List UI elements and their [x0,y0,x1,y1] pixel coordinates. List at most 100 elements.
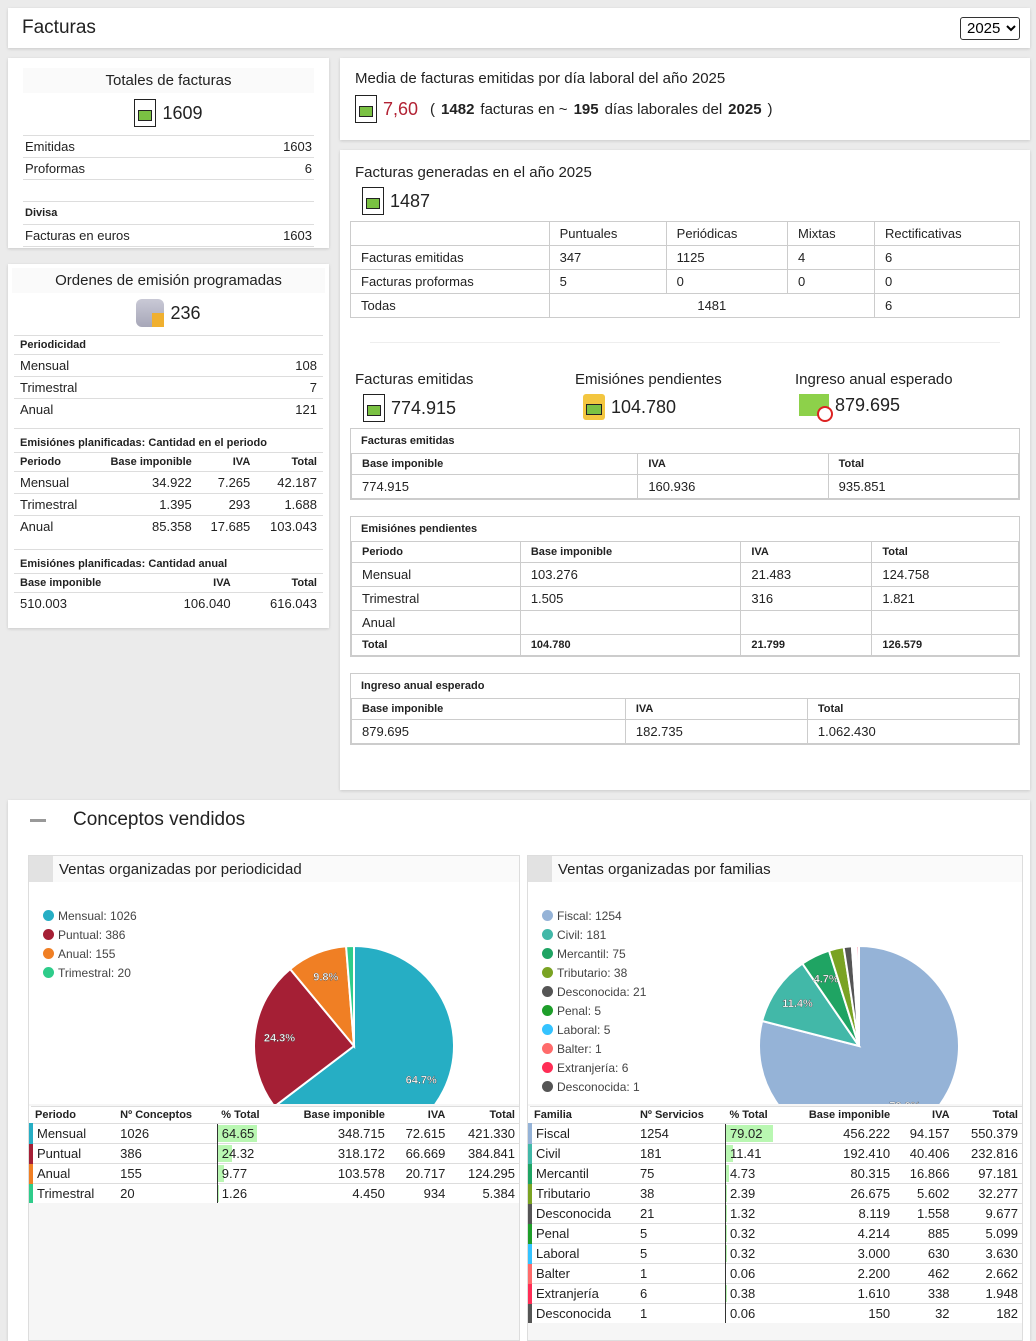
robot-icon [136,299,165,327]
col-header: IVA [388,1106,450,1124]
cell: 104.780 [519,634,742,656]
legend-dot-icon [542,1005,553,1016]
periodicidad-panel: Ventas organizadas por periodicidad Mens… [28,855,520,1341]
cell: 124.295 [449,1163,519,1184]
cell: 1.558 [894,1203,954,1224]
cell: Tributario [528,1183,636,1204]
legend-label: Mensual: 1026 [58,908,137,923]
col-header: Nº Servicios [635,1106,726,1124]
cell: 103.276 [519,562,742,587]
legend-dot-icon [43,929,54,940]
legend-label: Laboral: 5 [557,1022,611,1037]
legend-label: Balter: 1 [557,1041,602,1056]
cell: Mensual [14,471,93,494]
legend-item[interactable]: Extranjería: 6 [542,1058,646,1077]
pct-bar [725,1125,774,1142]
box-caption: Ingreso anual esperado [361,680,485,692]
legend-dot-icon [542,1062,553,1073]
cell: 1125 [665,245,789,270]
divider [370,342,1000,343]
col-header: Periodo [351,541,521,563]
cell: 5.384 [449,1183,519,1203]
table-row: Civil 181 11.41 192.410 40.406 232.816 [528,1143,1022,1164]
cell: 150 [783,1303,895,1323]
legend-dot-icon [542,929,553,940]
cell: 1.062.430 [806,719,1020,744]
row-label: Trimestral [14,376,222,399]
legend-item[interactable]: Civil: 181 [542,925,646,944]
col-header: % Total [725,1106,784,1124]
table-row: Trimestral 20 1.26 4.450 934 5.384 [28,1183,519,1203]
col-header: Familia [530,1106,636,1124]
table-row: Mercantil 75 4.73 80.315 16.866 97.181 [528,1163,1022,1184]
col-header: Base imponible [783,1106,895,1124]
legend-item[interactable]: Balter: 1 [542,1039,646,1058]
table-row: Facturas emitidas 347 1125 4 6 [350,245,1020,270]
legend-item[interactable]: Tributario: 38 [542,963,646,982]
legend-item[interactable]: Puntual: 386 [43,925,137,944]
cell: 1 [635,1263,726,1284]
plan-table: Emisiónes planificadas: Cantidad en el p… [14,428,323,537]
familias-panel: Ventas organizadas por familias Fiscal: … [527,855,1023,1341]
cell: 5 [548,269,667,294]
cell [519,610,742,635]
cell: 6 [874,293,1020,318]
collapse-icon[interactable] [30,819,46,822]
pie-slice-fiscal[interactable] [758,944,960,1104]
legend-item[interactable]: Mercantil: 75 [542,944,646,963]
panel-toggle[interactable] [528,856,552,882]
cell: Anual [14,515,93,537]
pie-slice-mensual[interactable] [274,944,455,1104]
legend-label: Tributario: 38 [557,965,628,980]
col-header: Total [871,541,1019,563]
legend-item[interactable]: Laboral: 5 [542,1020,646,1039]
cell: Total [351,634,521,656]
legend-label: Mercantil: 75 [557,946,626,961]
pct-bar [217,1125,257,1142]
cell: 2.200 [783,1263,895,1284]
legend-item[interactable]: Mensual: 1026 [43,906,137,925]
cell: Balter [528,1263,636,1284]
cell: 885 [894,1223,954,1244]
pct-bar [725,1145,733,1162]
cell: 155 [116,1163,218,1184]
table-row: Desconocida 1 0.06 150 32 182 [528,1303,1022,1323]
pct-cell: 1.26 [216,1183,276,1203]
legend-item[interactable]: Desconocida: 21 [542,982,646,1001]
table-row: Mensual 103.276 21.483 124.758 [351,562,1019,587]
year-select[interactable]: 2025 [960,16,1020,40]
cell: 1.505 [519,586,742,611]
legend-item[interactable]: Desconocida: 1 [542,1077,646,1096]
legend-dot-icon [542,967,553,978]
cell: 106.040 [150,592,237,614]
pendientes-box: Emisiónes pendientes Periodo Base imponib… [350,516,1020,657]
cell: 774.915 [350,474,639,499]
cell: 1.948 [953,1283,1022,1304]
cell: 348.715 [275,1123,389,1144]
cell: Desconocida [528,1303,636,1323]
cell: Laboral [528,1243,636,1264]
legend-item[interactable]: Anual: 155 [43,944,137,963]
pie-data-label: 79.0% [889,1100,920,1104]
cell: Mensual [28,1123,117,1144]
cell: 8.119 [783,1203,895,1224]
cell: 182 [953,1303,1022,1323]
legend-dot-icon [542,1081,553,1092]
legend-dot-icon [542,948,553,959]
legend-item[interactable]: Penal: 5 [542,1001,646,1020]
media-card: Media de facturas emitidas por día labor… [340,58,1030,140]
table-row: Fiscal 1254 79.02 456.222 94.157 550.379 [528,1123,1022,1144]
legend-label: Desconocida: 21 [557,984,647,999]
pct-cell: 11.41 [724,1143,784,1164]
col-header: Nº Conceptos [116,1106,218,1124]
pie-slice-trimestral[interactable] [345,944,355,1047]
pie-slice-civil[interactable] [760,962,862,1048]
legend-item[interactable]: Fiscal: 1254 [542,906,646,925]
pie-slice-puntual[interactable] [253,967,356,1104]
panel-toggle[interactable] [29,856,53,882]
cell: 5 [635,1243,726,1264]
legend-item[interactable]: Trimestral: 20 [43,963,137,982]
cell: 232.816 [953,1143,1022,1164]
pct-value: 1.32 [729,1206,756,1221]
pct-value: 0.06 [729,1306,756,1321]
